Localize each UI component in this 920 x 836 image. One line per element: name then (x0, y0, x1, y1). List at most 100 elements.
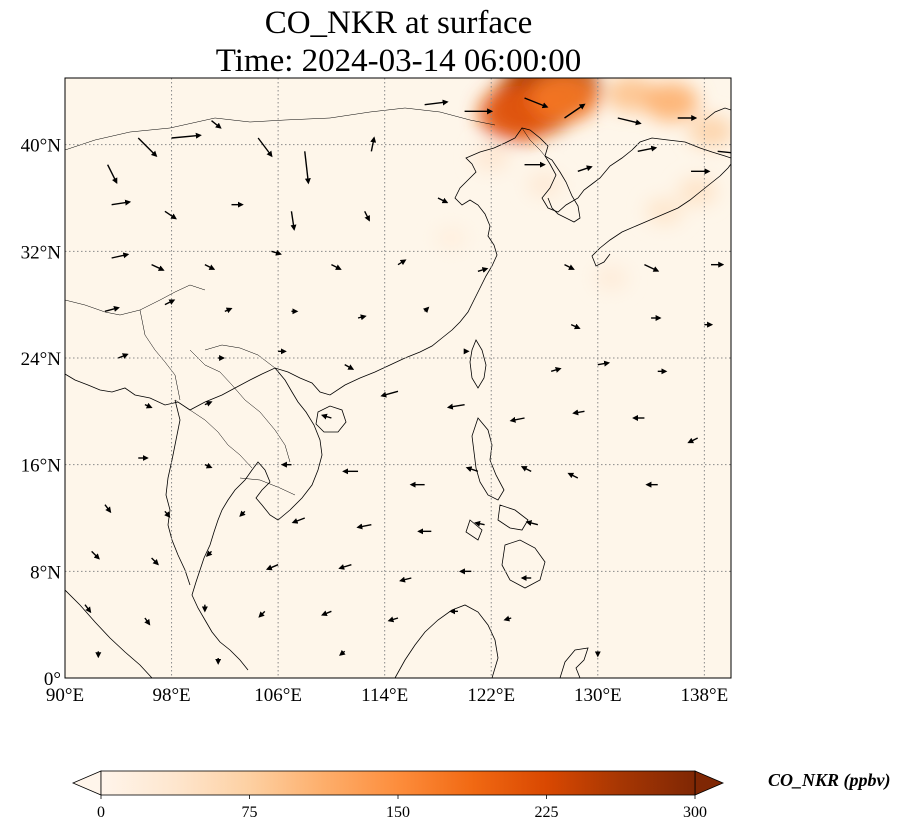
wind-arrow (339, 649, 346, 656)
wind-arrow (717, 149, 731, 156)
coastline-sulawesi (559, 647, 589, 678)
wind-arrow (687, 437, 699, 444)
wind-arrow (520, 466, 532, 472)
wind-arrow (338, 563, 352, 570)
lon-tick-label: 106°E (254, 685, 302, 706)
coastline-luzon (471, 417, 505, 501)
coastline-korea (544, 155, 581, 223)
coastline-sumatra (65, 589, 153, 678)
wind-arrow (570, 323, 581, 330)
wind-arrow (91, 550, 100, 560)
border-thailand (174, 399, 253, 469)
field-plume (594, 265, 629, 291)
coastline-hokkaido (704, 107, 731, 121)
wind-arrow (399, 576, 412, 583)
wind-arrow (357, 314, 367, 321)
concentration-field (435, 78, 731, 291)
wind-arrow (224, 307, 233, 314)
coastline-taiwan (469, 339, 487, 389)
lon-tick-label: 114°E (361, 685, 408, 706)
wind-arrow (291, 517, 306, 524)
wind-arrow (370, 136, 377, 152)
lon-tick-label: 122°E (467, 685, 515, 706)
colorbar-tick-label: 150 (386, 804, 410, 821)
wind-arrow (331, 264, 342, 270)
axis-labels: 90°E 98°E 106°E 114°E 122°E 130°E 138°E 0° 8°N 16… (21, 136, 729, 706)
coastline-japan (591, 163, 731, 267)
field-plume (529, 78, 600, 122)
field-plume (678, 177, 718, 206)
wind-arrow (164, 299, 176, 306)
wind-arrow (437, 197, 449, 204)
wind-arrow (387, 616, 399, 623)
lon-tick-label: 90°E (46, 685, 84, 706)
wind-arrow (597, 360, 611, 367)
wind-arrow (106, 164, 118, 185)
wind-arrow (205, 550, 213, 557)
colorbar-ramp (100, 770, 696, 796)
coastline-mindanao (501, 539, 546, 589)
wind-arrow (567, 472, 579, 479)
wind-arrow (422, 306, 430, 314)
wind-arrow (572, 409, 585, 416)
colorbar: 0 75 150 225 300 (71, 770, 725, 821)
wind-arrow (524, 97, 549, 109)
wind-arrow (637, 145, 658, 153)
field-plume (606, 78, 657, 112)
coastline-mainland (65, 127, 731, 411)
wind-arrow (144, 617, 151, 626)
wind-arrow (118, 353, 129, 359)
wind-arrow (164, 510, 171, 518)
wind-arrow (144, 402, 153, 409)
wind-arrow (137, 137, 158, 158)
map-title: CO_NKR at surface Time: 2024-03-14 06:00… (0, 4, 797, 80)
colorbar-tick-label: 0 (97, 804, 105, 821)
lat-tick-label: 8°N (30, 562, 61, 583)
wind-arrow (204, 400, 213, 407)
border-laos (189, 349, 291, 463)
title-line-2: Time: 2024-03-14 06:00:00 (215, 43, 582, 79)
wind-arrow (446, 403, 465, 410)
wind-arrow (380, 390, 399, 398)
wind-arrow (424, 99, 449, 106)
wind-arrow (111, 199, 132, 206)
wind-arrow (564, 264, 575, 270)
wind-arrow (550, 367, 562, 373)
lon-tick-label: 98°E (152, 685, 190, 706)
wind-arrow (151, 557, 159, 566)
lon-tick-label: 138°E (681, 685, 729, 706)
border-china-korea (521, 127, 546, 157)
lat-tick-label: 16°N (21, 456, 62, 477)
wind-arrow (364, 211, 370, 222)
coastline-hainan (315, 405, 347, 433)
wind-arrow (397, 259, 407, 266)
wind-arrow (211, 120, 222, 129)
wind-arrow (321, 610, 332, 617)
coastline-borneo (394, 604, 499, 678)
field-plume (435, 226, 468, 250)
field-plume (643, 82, 699, 122)
border-china-vietnam (204, 344, 276, 369)
map-background (65, 78, 731, 678)
colorbar-extend-max (694, 770, 725, 796)
colorbar-tick-label: 300 (683, 804, 707, 821)
wind-arrow (290, 211, 297, 231)
lat-tick-label: 32°N (21, 242, 62, 263)
wind-arrow (503, 615, 512, 622)
lon-tick-label: 130°E (574, 685, 622, 706)
wind-arrow (265, 564, 279, 571)
wind-arrow (104, 504, 112, 514)
wind-arrow (304, 151, 311, 185)
wind-arrow (239, 510, 246, 517)
wind-arrow (320, 413, 332, 420)
wind-arrow (477, 267, 489, 273)
wind-arrow (271, 249, 282, 256)
country-borders (65, 107, 546, 496)
wind-arrow (257, 137, 273, 158)
wind-arrow (525, 520, 539, 526)
field-plume (526, 172, 563, 198)
wind-arrow (474, 520, 485, 527)
wind-arrow (164, 210, 177, 220)
wind-arrow (204, 462, 213, 469)
lat-tick-label: 24°N (21, 349, 62, 370)
